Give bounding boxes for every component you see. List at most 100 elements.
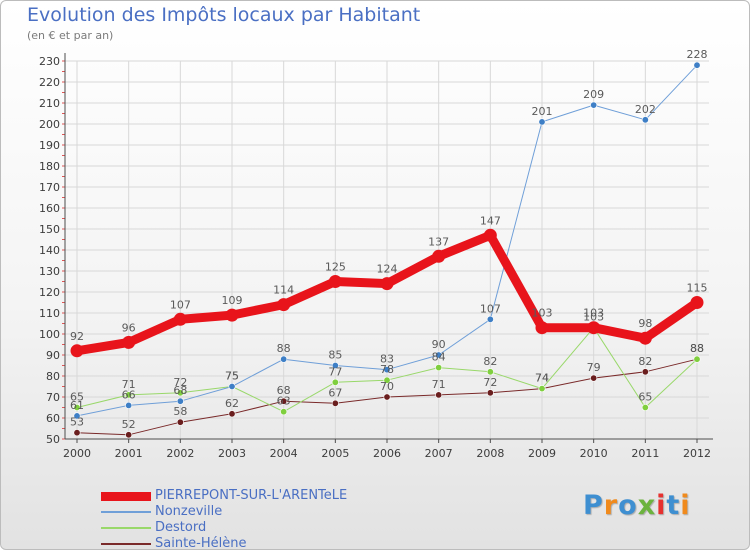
data-label-3: 53: [70, 416, 84, 429]
data-point-3: [590, 374, 598, 382]
y-tick-label: 230: [39, 55, 60, 68]
data-label-1: 61: [70, 399, 84, 412]
legend-swatch-pierrepont: [101, 491, 151, 501]
data-point-0: [173, 312, 187, 326]
y-tick-label: 140: [39, 244, 60, 257]
data-label-1: 83: [380, 353, 394, 366]
data-label-3: 52: [122, 418, 136, 431]
data-label-1: 85: [328, 349, 342, 362]
data-label-0: 92: [70, 330, 84, 343]
y-tick-label: 150: [39, 223, 60, 236]
y-tick-label: 190: [39, 139, 60, 152]
data-point-0: [380, 277, 394, 291]
data-label-2: 77: [328, 365, 342, 378]
proxiti-logo: Proxiti: [583, 490, 691, 521]
data-point-1: [538, 118, 546, 126]
x-tick-label: 2001: [115, 447, 143, 460]
data-point-1: [331, 361, 339, 369]
data-label-0: 96: [122, 321, 136, 334]
y-tick-label: 160: [39, 202, 60, 215]
data-point-2: [125, 391, 133, 399]
data-label-3: 71: [432, 378, 446, 391]
legend-label-nonzeville: Nonzeville: [155, 504, 223, 519]
data-point-2: [641, 403, 649, 411]
data-point-3: [280, 397, 288, 405]
y-tick-label: 120: [39, 286, 60, 299]
data-point-0: [638, 331, 652, 345]
data-point-1: [693, 61, 701, 69]
data-labels-layer: 53 52 58 62 68 67 70 71 72 74 79 82 88 65 71 72 75 63 77 78…: [70, 48, 708, 431]
data-label-2: 82: [483, 355, 497, 368]
data-point-0: [70, 344, 84, 358]
legend-label-sainte-helene: Sainte-Hélène: [155, 536, 247, 550]
data-point-1: [280, 355, 288, 363]
data-label-2: 88: [690, 342, 704, 355]
y-tick-label: 210: [39, 97, 60, 110]
data-point-1: [486, 315, 494, 323]
data-point-3: [641, 368, 649, 376]
data-label-0: 124: [377, 263, 398, 276]
data-label-0: 125: [325, 261, 346, 274]
data-point-3: [73, 429, 81, 437]
data-label-2: 75: [225, 370, 239, 383]
data-point-0: [535, 321, 549, 335]
data-point-3: [228, 410, 236, 418]
chart-title: Evolution des Impôts locaux par Habitant: [27, 4, 421, 26]
data-label-2: 63: [277, 395, 291, 408]
data-point-2: [280, 408, 288, 416]
data-point-2: [435, 364, 443, 372]
data-label-0: 109: [222, 294, 243, 307]
y-tick-label: 200: [39, 118, 60, 131]
data-label-3: 68: [277, 384, 291, 397]
data-point-3: [383, 393, 391, 401]
data-point-3: [331, 399, 339, 407]
data-point-3: [435, 391, 443, 399]
data-label-2: 103: [583, 311, 604, 324]
data-point-1: [176, 397, 184, 405]
data-label-1: 202: [635, 103, 656, 116]
data-point-2: [538, 385, 546, 393]
y-tick-label: 170: [39, 181, 60, 194]
data-label-0: 98: [638, 317, 652, 330]
data-label-3: 79: [587, 361, 601, 374]
data-label-2: 74: [535, 372, 549, 385]
legend-swatch-nonzeville: [101, 511, 151, 513]
series-layer: [70, 61, 704, 439]
data-point-0: [690, 296, 704, 309]
data-label-1: 66: [122, 388, 136, 401]
data-point-1: [383, 366, 391, 374]
legend: PIERREPONT-SUR-L'ARENTeLE Nonzeville Des…: [101, 488, 401, 550]
data-label-0: 137: [428, 235, 449, 248]
data-label-3: 62: [225, 397, 239, 410]
x-tick-label: 2004: [270, 447, 298, 460]
y-tick-label: 90: [46, 349, 60, 362]
legend-item-pierrepont: PIERREPONT-SUR-L'ARENTeLE: [101, 488, 401, 504]
y-tick-label: 110: [39, 307, 60, 320]
data-point-0: [432, 249, 446, 263]
data-label-2: 65: [70, 391, 84, 404]
data-label-3: 88: [690, 342, 704, 355]
data-point-0: [277, 298, 291, 312]
x-tick-label: 2003: [218, 447, 246, 460]
data-point-1: [590, 101, 598, 109]
legend-swatch-destord: [101, 527, 151, 529]
data-point-0: [225, 308, 239, 322]
data-point-1: [73, 412, 81, 420]
data-label-1: 209: [583, 88, 604, 101]
chart-subtitle: (en € et par an): [27, 29, 114, 42]
data-label-1: 228: [687, 48, 708, 61]
data-point-0: [483, 228, 497, 242]
data-point-1: [228, 382, 236, 390]
data-label-0: 103: [532, 307, 553, 320]
legend-item-nonzeville: Nonzeville: [101, 504, 401, 520]
legend-label-pierrepont: PIERREPONT-SUR-L'ARENTeLE: [155, 488, 348, 503]
data-label-2: 71: [122, 378, 136, 391]
x-tick-label: 2010: [580, 447, 608, 460]
data-point-2: [383, 376, 391, 384]
y-tick-label: 50: [46, 433, 60, 446]
legend-item-destord: Destord: [101, 520, 401, 536]
grid-layer: [65, 60, 709, 440]
x-tick-label: 2008: [476, 447, 504, 460]
